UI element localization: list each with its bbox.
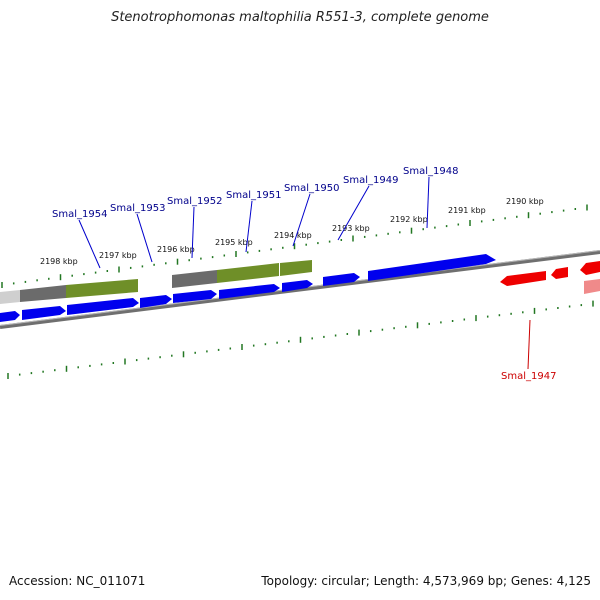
leader-line xyxy=(337,185,370,241)
gene-arrow-forward[interactable] xyxy=(323,273,360,286)
gene-arrow-reverse[interactable] xyxy=(551,267,568,279)
gene-label[interactable]: Smal_1953 xyxy=(110,203,165,214)
gene-arrow-forward[interactable] xyxy=(219,284,280,299)
kbp-labels: 2198 kbp 2197 kbp 2196 kbp 2195 kbp 2194… xyxy=(40,197,544,266)
genome-backbone xyxy=(0,250,600,329)
leader-line xyxy=(78,219,101,269)
gene-arrow-forward[interactable] xyxy=(173,290,217,303)
kbp-label: 2196 kbp xyxy=(157,245,195,254)
gene-label[interactable]: Smal_1948 xyxy=(403,166,458,177)
tick-ring-lower xyxy=(7,300,594,379)
kbp-label: 2197 kbp xyxy=(99,251,137,260)
genome-title: Stenotrophomonas maltophilia R551-3, com… xyxy=(111,10,489,25)
leader-line xyxy=(191,206,195,259)
gene-labels: Smal_1954 Smal_1953 Smal_1952 Smal_1951 … xyxy=(52,166,556,382)
category-bar-light xyxy=(0,290,20,304)
gene-label[interactable]: Smal_1954 xyxy=(52,209,107,220)
genome-summary-text: Topology: circular; Length: 4,573,969 bp… xyxy=(261,574,591,588)
gene-arrow-reverse[interactable] xyxy=(500,271,546,286)
gene-arrow-forward[interactable] xyxy=(282,280,313,292)
reverse-gene-track xyxy=(500,261,600,286)
kbp-label: 2193 kbp xyxy=(332,224,370,233)
gene-label[interactable]: Smal_1952 xyxy=(167,196,222,207)
gene-label[interactable]: Smal_1949 xyxy=(343,175,398,186)
category-bar-olive xyxy=(280,260,312,276)
gene-label[interactable]: Smal_1951 xyxy=(226,190,281,201)
accession-text: Accession: NC_011071 xyxy=(9,574,146,588)
leader-line xyxy=(426,176,430,229)
gene-label[interactable]: Smal_1947 xyxy=(501,371,556,382)
kbp-label: 2190 kbp xyxy=(506,197,544,206)
leader-line xyxy=(527,319,531,370)
gene-arrow-forward[interactable] xyxy=(140,295,172,308)
leader-line xyxy=(292,193,311,247)
leader-line xyxy=(136,213,153,263)
category-track xyxy=(0,260,600,304)
gene-arrow-forward[interactable] xyxy=(67,298,139,315)
kbp-label: 2192 kbp xyxy=(390,215,428,224)
tick-ring-upper xyxy=(1,204,588,288)
kbp-label: 2195 kbp xyxy=(215,238,253,247)
gene-arrow-forward[interactable] xyxy=(368,254,496,281)
gene-label[interactable]: Smal_1950 xyxy=(284,183,339,194)
gene-arrow-reverse[interactable] xyxy=(580,261,600,275)
category-bar-grey xyxy=(172,270,217,288)
leader-line xyxy=(245,200,253,253)
kbp-label: 2194 kbp xyxy=(274,231,312,240)
kbp-label: 2198 kbp xyxy=(40,257,78,266)
gene-arrow-forward[interactable] xyxy=(22,306,66,320)
forward-gene-track xyxy=(0,254,496,322)
kbp-label: 2191 kbp xyxy=(448,206,486,215)
gene-arrow-forward[interactable] xyxy=(0,311,20,322)
category-bar-olive xyxy=(217,263,279,283)
category-bar-grey xyxy=(20,285,66,302)
category-bar-light xyxy=(584,279,600,294)
category-bar-olive xyxy=(66,279,138,298)
